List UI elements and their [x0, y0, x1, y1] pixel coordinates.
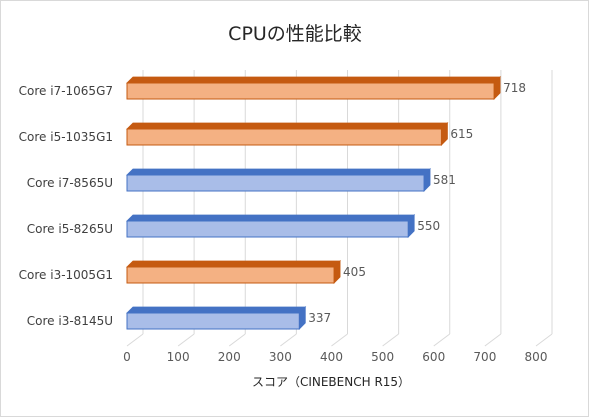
bar	[126, 260, 342, 284]
x-tick-label: 700	[473, 350, 496, 364]
bar	[126, 76, 502, 100]
bar-top-face	[126, 168, 432, 176]
gridlines	[126, 70, 553, 347]
floor-gridline	[433, 333, 451, 347]
x-tick-label: 300	[269, 350, 292, 364]
floor-gridline	[177, 333, 195, 347]
value-label: 337	[308, 311, 331, 325]
category-label: Core i7-8565U	[27, 176, 113, 190]
bar-front-face	[126, 174, 425, 192]
bar-top-face	[126, 260, 342, 268]
bar-top-face	[126, 306, 307, 314]
bar-top-face	[126, 76, 502, 84]
chart-title: CPUの性能比較	[228, 23, 362, 45]
floor-gridline	[228, 333, 246, 347]
x-tick-label: 500	[371, 350, 394, 364]
value-label: 550	[417, 219, 440, 233]
category-label: Core i3-8145U	[27, 314, 113, 328]
category-label: Core i5-8265U	[27, 222, 113, 236]
bar	[126, 306, 307, 330]
x-tick-label: 800	[525, 350, 548, 364]
floor-gridline	[126, 333, 144, 347]
bars	[126, 76, 502, 330]
tick-labels: 0 100 200 300 400 500 600 700 800	[123, 350, 547, 364]
value-label: 581	[433, 173, 456, 187]
bar	[126, 168, 432, 192]
floor-gridline	[331, 333, 348, 347]
value-label: 718	[503, 81, 526, 95]
x-tick-label: 100	[167, 350, 190, 364]
bar-front-face	[126, 220, 409, 238]
floor-gridline	[535, 333, 553, 347]
value-label: 615	[450, 127, 473, 141]
x-tick-label: 600	[422, 350, 445, 364]
category-label: Core i5-1035G1	[19, 130, 113, 144]
bar	[126, 214, 416, 238]
value-label: 405	[343, 265, 366, 279]
bar-front-face	[126, 266, 335, 284]
bar	[126, 122, 449, 146]
category-label: Core i3-1005G1	[19, 268, 113, 282]
bar-top-face	[126, 122, 449, 130]
x-tick-label: 200	[218, 350, 241, 364]
floor-gridline	[280, 333, 297, 347]
bar-front-face	[126, 128, 442, 146]
x-tick-label: 0	[123, 350, 131, 364]
value-labels: 718 615 581 550 405 337	[308, 81, 526, 325]
x-axis-title: スコア（CINEBENCH R15）	[252, 375, 410, 389]
x-tick-label: 400	[320, 350, 343, 364]
floor-gridline	[382, 333, 399, 347]
category-label: Core i7-1065G7	[19, 84, 113, 98]
bar-top-face	[126, 214, 416, 222]
category-labels: Core i7-1065G7 Core i5-1035G1 Core i7-8565…	[19, 84, 113, 328]
bar-front-face	[126, 312, 300, 330]
bar-front-face	[126, 82, 495, 100]
floor-gridline	[484, 333, 502, 347]
